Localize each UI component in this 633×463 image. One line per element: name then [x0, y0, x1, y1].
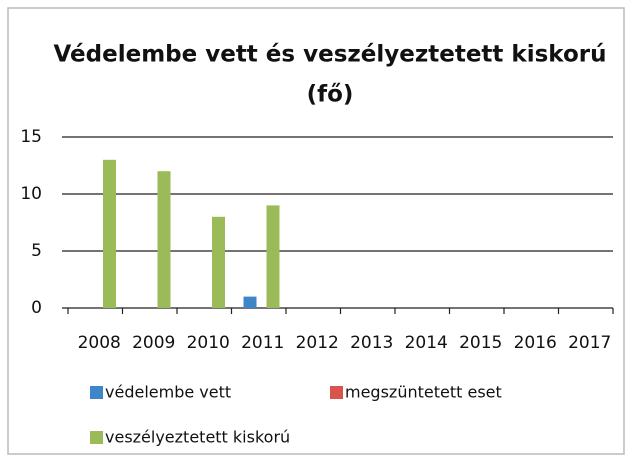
y-tick-label: 5: [31, 241, 42, 261]
bar: [157, 171, 171, 308]
chart-title: Védelembe vett és veszélyeztetett kiskor…: [54, 42, 607, 68]
bar: [266, 205, 280, 308]
legend-swatch: [90, 431, 103, 444]
chart-title: (fő): [307, 82, 354, 108]
y-tick-label: 10: [20, 184, 42, 204]
x-tick-label: 2014: [405, 333, 448, 353]
legend-swatch: [90, 386, 103, 399]
legend-swatch: [330, 386, 343, 399]
x-tick-label: 2015: [459, 333, 502, 353]
x-tick-label: 2017: [568, 333, 611, 353]
y-tick-label: 0: [31, 298, 42, 318]
bar: [103, 159, 116, 308]
x-tick-label: 2016: [514, 333, 557, 353]
legend-label: megszüntetett eset: [345, 383, 502, 402]
x-tick-label: 2012: [296, 333, 339, 353]
x-tick-label: 2011: [241, 333, 284, 353]
legend-label: veszélyeztetett kiskorú: [105, 428, 290, 447]
x-tick-label: 2013: [350, 333, 393, 353]
bar: [212, 216, 225, 308]
y-tick-label: 15: [20, 127, 42, 147]
x-tick-label: 2010: [187, 333, 230, 353]
legend-label: védelembe vett: [105, 383, 231, 402]
bar: [243, 296, 257, 308]
x-tick-label: 2008: [78, 333, 121, 353]
x-tick-label: 2009: [132, 333, 175, 353]
